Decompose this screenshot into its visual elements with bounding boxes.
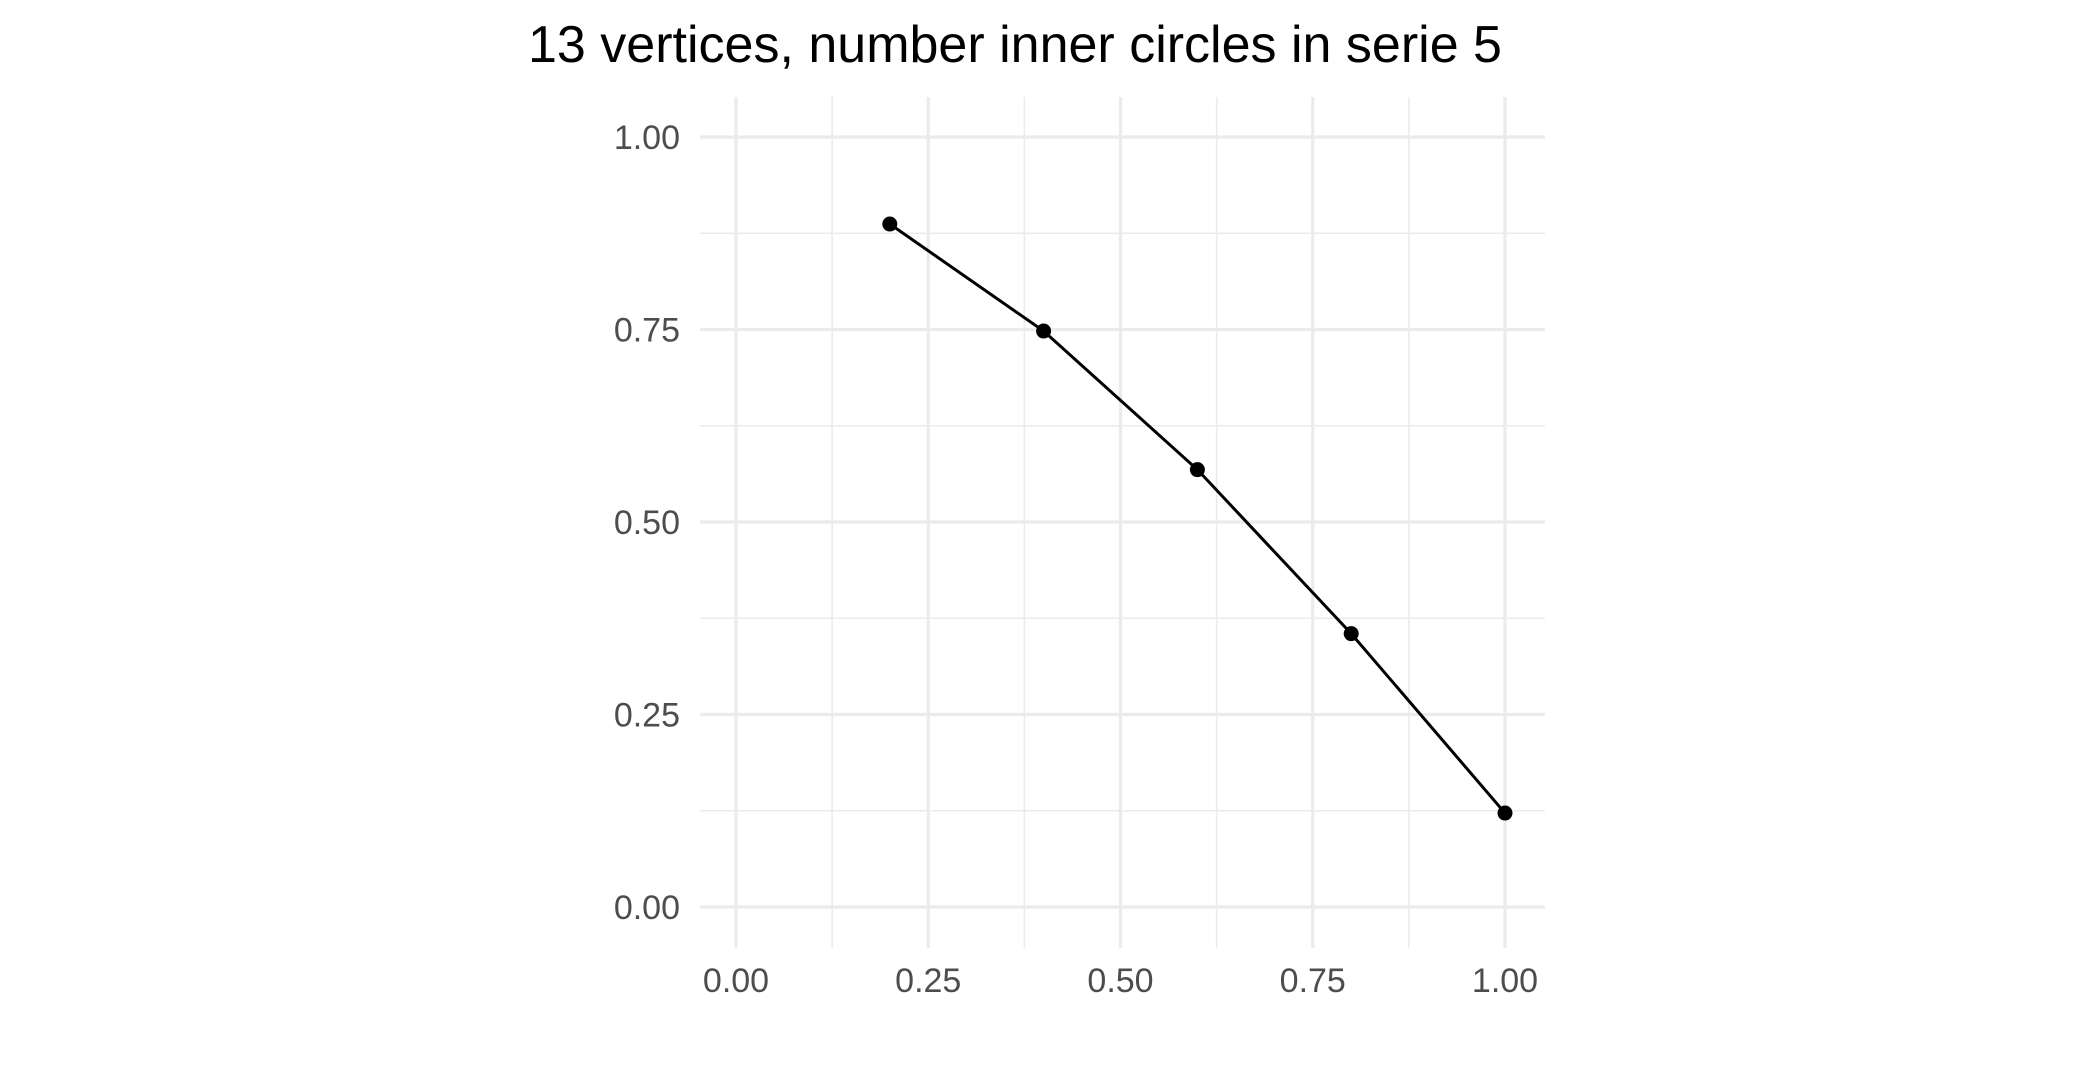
grid bbox=[700, 97, 1545, 948]
y-tick-label: 0.25 bbox=[614, 697, 680, 735]
x-tick-label: 1.00 bbox=[1472, 962, 1538, 1000]
data-point bbox=[1497, 805, 1513, 821]
data-point bbox=[1036, 323, 1052, 339]
data-point bbox=[1343, 626, 1359, 642]
data-point bbox=[1189, 462, 1205, 478]
x-axis-tick-labels: 0.00 0.25 0.50 0.75 1.00 bbox=[703, 962, 1538, 1000]
data-point bbox=[882, 216, 898, 232]
x-tick-label: 0.50 bbox=[1087, 962, 1153, 1000]
series-layer bbox=[882, 216, 1513, 821]
y-tick-label: 0.50 bbox=[614, 504, 680, 542]
y-tick-label: 1.00 bbox=[614, 119, 680, 157]
chart-title: 13 vertices, number inner circles in ser… bbox=[528, 16, 1502, 74]
y-axis-tick-labels: 0.00 0.25 0.50 0.75 1.00 bbox=[614, 119, 680, 927]
y-tick-label: 0.00 bbox=[614, 889, 680, 927]
series-line bbox=[888, 222, 1507, 815]
y-tick-label: 0.75 bbox=[614, 312, 680, 350]
x-tick-label: 0.00 bbox=[703, 962, 769, 1000]
x-tick-label: 0.75 bbox=[1280, 962, 1346, 1000]
x-tick-label: 0.25 bbox=[895, 962, 961, 1000]
